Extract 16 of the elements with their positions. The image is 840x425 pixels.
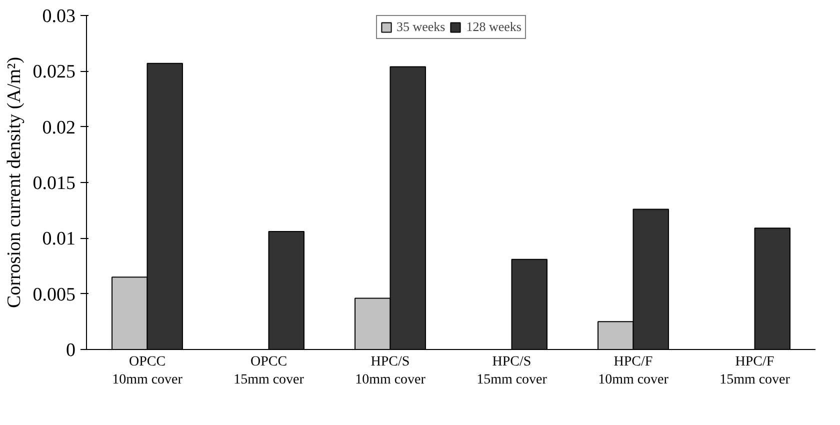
y-tick-label: 0.01 xyxy=(42,228,76,250)
y-tick-label: 0.03 xyxy=(42,6,76,27)
x-tick-label: HPC/S 10mm cover xyxy=(355,354,426,388)
y-tick-label: 0.025 xyxy=(32,62,76,83)
legend-label: 128 weeks xyxy=(466,19,522,35)
x-tick-label: HPC/F 15mm cover xyxy=(720,354,790,388)
x-tick-label: OPCC 10mm cover xyxy=(112,354,183,388)
y-tick-label: 0 xyxy=(66,340,76,361)
x-tick-label: OPCC 15mm cover xyxy=(234,354,304,388)
x-tick-label: HPC/S 15mm cover xyxy=(476,354,548,388)
x-tick-label: HPC/F 10mm cover xyxy=(598,354,669,388)
y-tick-label: 0.02 xyxy=(42,117,76,138)
y-axis-title: Corrosion current density (A/m²) xyxy=(4,56,25,308)
legend-label: 35 weeks xyxy=(396,19,446,35)
y-tick-label: 0.015 xyxy=(32,173,76,194)
y-tick-label: 0.005 xyxy=(32,284,76,306)
